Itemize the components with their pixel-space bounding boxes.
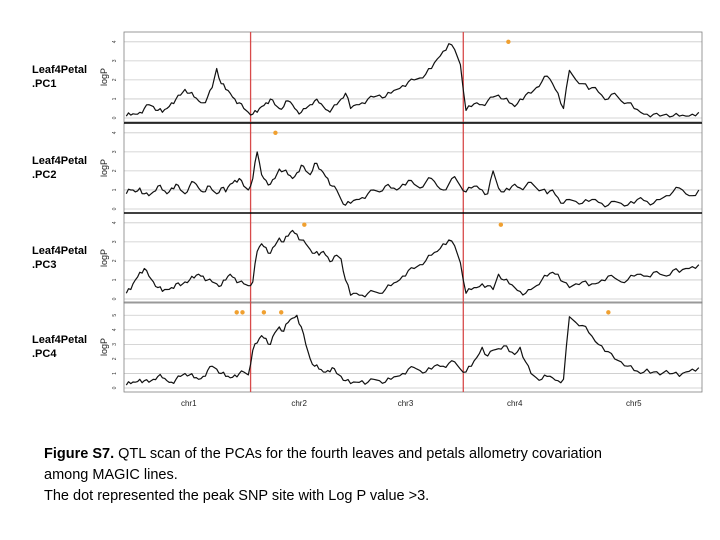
chromosome-label: chr2 bbox=[291, 399, 307, 408]
panel-frame bbox=[123, 301, 703, 393]
y-tick-label: 4 bbox=[112, 40, 118, 43]
panel-3: 0 1 2 3 4 logP Leaf4Petal .PC3 bbox=[32, 212, 703, 304]
caption-line-3: The dot represented the peak SNP site wi… bbox=[44, 488, 430, 504]
panel-label-name: Leaf4Petal bbox=[32, 245, 87, 257]
y-tick-label: 1 bbox=[112, 97, 118, 100]
panel-label-pc: .PC3 bbox=[32, 259, 56, 271]
y-axis-label: logP bbox=[99, 338, 109, 356]
y-tick-label: 4 bbox=[112, 131, 118, 134]
panel-frame bbox=[123, 122, 703, 214]
chromosome-label: chr1 bbox=[181, 399, 197, 408]
y-tick-label: 5 bbox=[112, 314, 118, 317]
y-tick-label: 4 bbox=[112, 221, 118, 224]
peak-snp-dot bbox=[498, 222, 504, 227]
y-axis-label: logP bbox=[99, 68, 109, 86]
peak-snp-dot bbox=[279, 310, 284, 315]
caption-line-1: QTL scan of the PCAs for the fourth leav… bbox=[118, 446, 602, 462]
peak-snp-dot bbox=[234, 310, 239, 315]
y-tick-label: 2 bbox=[112, 357, 118, 360]
chromosome-label: chr5 bbox=[626, 399, 642, 408]
peak-snp-dot bbox=[261, 310, 267, 315]
panel-1: 0 1 2 3 4 logP Leaf4Petal .PC1 bbox=[32, 31, 703, 123]
panel-label-pc: .PC2 bbox=[32, 169, 56, 181]
caption-line-2: among MAGIC lines. bbox=[44, 467, 178, 483]
panel-2: 0 1 2 3 4 logP Leaf4Petal .PC2 bbox=[32, 122, 703, 214]
y-tick-label: 0 bbox=[112, 386, 118, 389]
peak-snp-dot bbox=[606, 310, 611, 315]
chromosome-label: chr3 bbox=[398, 399, 414, 408]
panel-frame bbox=[123, 212, 703, 304]
caption-figure-number: Figure S7. bbox=[44, 446, 115, 462]
y-tick-label: 1 bbox=[112, 372, 118, 375]
y-tick-label: 3 bbox=[112, 343, 118, 346]
panel-label-pc: .PC1 bbox=[32, 78, 56, 90]
qtl-figure: 0 1 2 3 4 logP Leaf4Petal .PC1 0 1 2 3 4 logP Leaf4Pet… bbox=[32, 31, 703, 408]
panel-label-name: Leaf4Petal bbox=[32, 334, 87, 346]
y-tick-label: 1 bbox=[112, 188, 118, 191]
y-tick-label: 0 bbox=[112, 297, 118, 300]
peak-snp-dot bbox=[506, 39, 511, 45]
y-tick-label: 0 bbox=[112, 116, 118, 119]
chromosome-label: chr4 bbox=[507, 399, 523, 408]
panel-4: 0 1 2 3 4 5 logP Leaf4Petal .PC4 chr1 chr2 chr3 chr4… bbox=[32, 301, 703, 408]
figure-caption: Figure S7. QTL scan of the PCAs for the … bbox=[44, 444, 694, 507]
y-tick-label: 3 bbox=[112, 150, 118, 153]
y-tick-label: 1 bbox=[112, 278, 118, 281]
y-tick-label: 3 bbox=[112, 240, 118, 243]
peak-snp-dot bbox=[240, 310, 245, 315]
panel-frame bbox=[123, 31, 703, 123]
y-tick-label: 2 bbox=[112, 169, 118, 172]
panel-label-pc: .PC4 bbox=[32, 348, 57, 360]
series-line bbox=[125, 314, 700, 386]
y-tick-label: 2 bbox=[112, 259, 118, 262]
panel-label-name: Leaf4Petal bbox=[32, 64, 87, 76]
series-line bbox=[125, 151, 700, 208]
y-tick-label: 0 bbox=[112, 207, 118, 210]
peak-snp-dot bbox=[302, 222, 307, 227]
qtl-scan-svg: 0 1 2 3 4 logP Leaf4Petal .PC1 0 1 2 3 4 logP Leaf4Pet… bbox=[32, 31, 703, 408]
y-tick-label: 4 bbox=[112, 328, 118, 331]
y-axis-label: logP bbox=[99, 249, 109, 267]
panel-label-name: Leaf4Petal bbox=[32, 155, 87, 167]
y-tick-label: 3 bbox=[112, 59, 118, 62]
y-axis-label: logP bbox=[99, 159, 109, 177]
peak-snp-dot bbox=[273, 130, 278, 136]
series-line bbox=[125, 43, 700, 118]
series-line bbox=[125, 229, 700, 298]
y-tick-label: 2 bbox=[112, 78, 118, 81]
